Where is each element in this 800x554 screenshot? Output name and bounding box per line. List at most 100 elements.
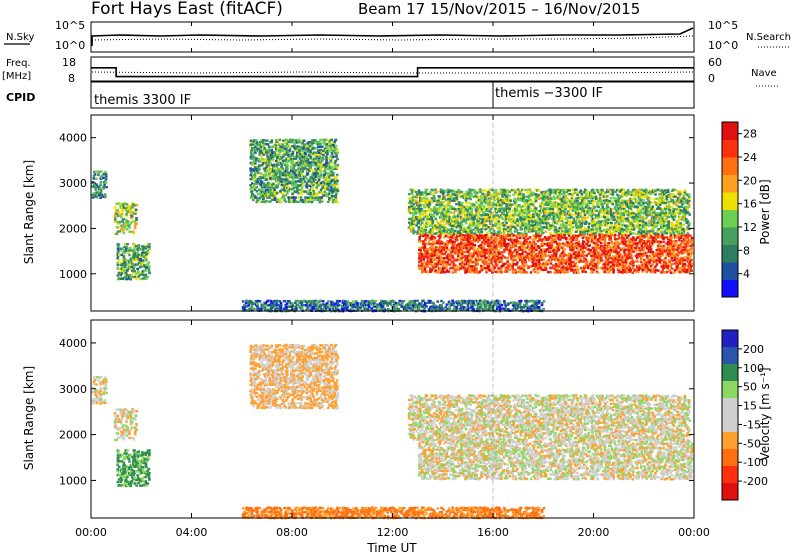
power-cell [418,246,422,250]
power-cell [503,240,507,243]
power-cell [291,178,295,181]
power-cell [576,193,579,197]
power-cell [526,191,529,195]
power-cell [415,199,418,203]
power-cell [555,203,559,206]
power-cell [249,187,253,191]
power-cell [289,153,292,156]
power-cell [584,222,588,225]
power-cell [622,228,626,232]
power-cell [492,197,496,201]
power-cell [309,191,312,195]
power-cell [249,139,253,142]
power-cell [446,193,450,197]
power-cell [316,172,320,175]
power-cell [127,277,131,280]
power-cell [414,218,418,221]
power-cell [552,195,556,198]
power-cell [434,191,437,194]
power-cell [283,188,286,191]
power-cell [580,230,584,233]
power-cell [459,232,463,235]
power-cell [415,224,418,227]
power-cell [333,182,336,185]
power-cell [593,221,596,224]
power-cell [558,194,561,198]
power-cell [449,248,452,252]
power-cell [439,219,443,223]
power-cell [262,192,265,195]
power-cell [530,202,533,206]
power-cell [280,174,284,177]
power-cell [572,205,576,209]
power-cell [467,218,471,221]
power-cell [531,203,535,207]
cpid-label: CPID [6,91,35,104]
power-cell [335,182,339,185]
power-cell [128,230,131,233]
power-cell [288,200,292,203]
power-cell [264,174,268,177]
power-cell [580,199,584,202]
power-cell [424,231,428,235]
power-cell [446,191,450,194]
power-cell [267,194,271,197]
power-cell [291,192,294,195]
power-cell [129,267,133,270]
power-cell [294,148,298,152]
power-cell [294,139,298,142]
power-cell [539,234,543,237]
power-cell [251,157,254,160]
power-cell [324,161,328,165]
power-cell [503,224,507,227]
power-cell [494,207,497,211]
power-cell [449,189,453,192]
power-cell [310,176,314,179]
power-cell [498,191,502,194]
power-cell [117,202,121,205]
power-cell [539,197,543,200]
power-cell [410,191,414,194]
power-cell [123,208,127,212]
power-cell [477,198,481,202]
power-cell [548,205,552,208]
power-cell [266,168,270,171]
power-cell [289,145,292,148]
power-cell [580,222,584,225]
power-cell [527,227,531,231]
power-cell [533,227,537,231]
power-cell [301,163,305,166]
noise-right-tick-low: 10^0 [708,39,738,52]
power-cell [137,253,141,257]
power-cell [295,155,299,158]
power-cell [456,221,460,225]
power-cell [290,157,293,161]
power-cell [466,197,469,200]
power-cell [133,204,137,207]
power-cell [295,176,299,179]
power-cell [305,144,309,148]
power-cell [132,271,135,274]
power-cell [589,230,592,233]
power-cell [561,208,564,211]
power-cell [307,153,311,157]
power-cell [116,226,120,229]
power-cell [584,211,588,214]
power-cell [105,186,108,189]
power-cell [485,208,489,211]
power-cell [419,223,422,227]
power-cell [308,144,312,148]
power-cell [283,196,286,200]
power-cell [494,220,498,223]
power-cell [503,256,507,259]
power-cell [569,200,572,204]
power-cell [439,232,443,235]
power-cell [255,141,259,144]
power-cell [317,184,321,187]
power-cell [538,217,542,221]
power-cell [519,193,522,196]
power-cell [254,186,257,189]
power-cell [470,210,473,213]
power-cell [531,224,535,227]
power-cell [640,195,644,198]
